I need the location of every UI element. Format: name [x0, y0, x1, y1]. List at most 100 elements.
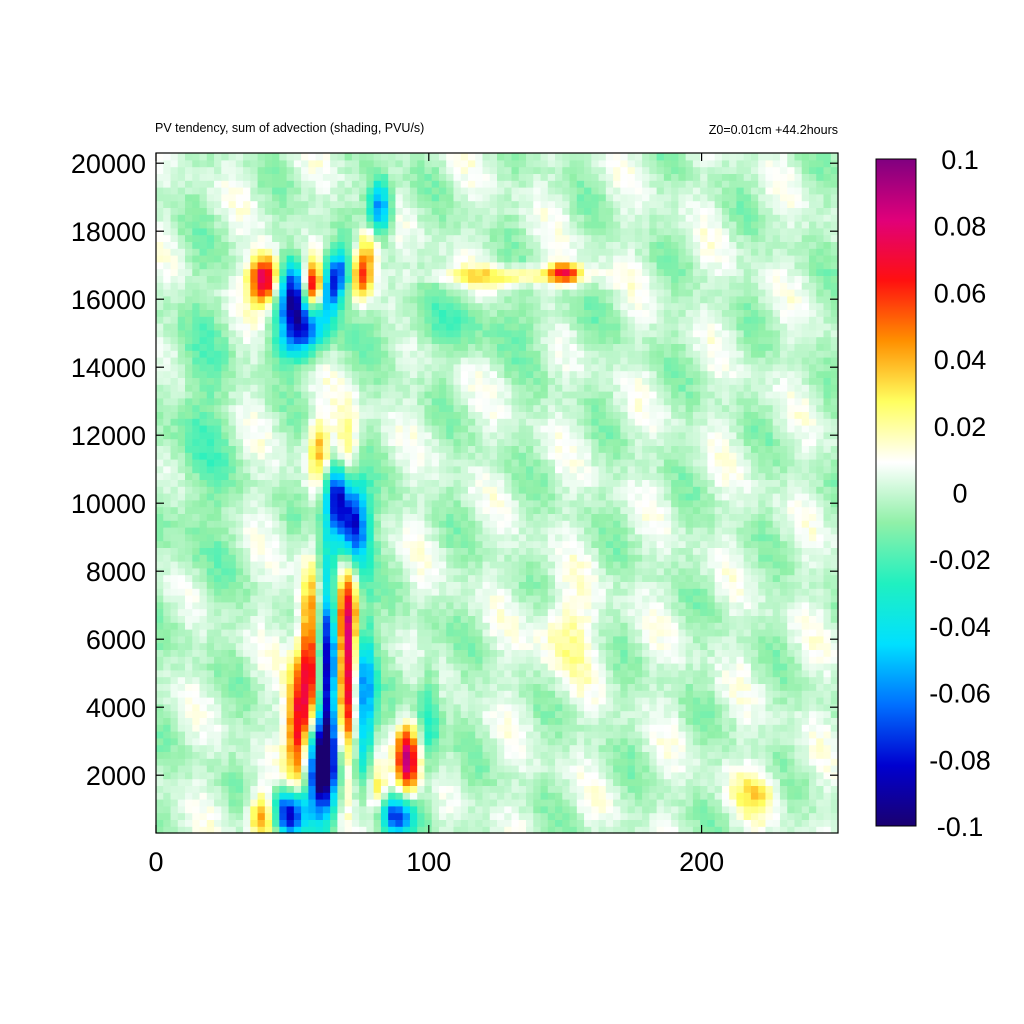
heatmap-cell	[533, 533, 542, 542]
heatmap-cell	[373, 486, 382, 494]
heatmap-cell	[504, 751, 513, 759]
heatmap-cell	[446, 697, 455, 705]
heatmap-cell	[344, 697, 353, 705]
heatmap-cell	[714, 520, 723, 528]
heatmap-cell	[511, 554, 520, 562]
heatmap-cell	[402, 799, 411, 807]
heatmap-cell	[634, 778, 643, 786]
heatmap-cell	[591, 771, 600, 780]
heatmap-cell	[787, 506, 796, 514]
heatmap-cell	[214, 615, 222, 623]
heatmap-cell	[438, 805, 447, 814]
heatmap-cell	[279, 547, 288, 555]
heatmap-cell	[685, 758, 694, 766]
heatmap-cell	[221, 812, 230, 820]
heatmap-cell	[685, 554, 694, 562]
heatmap-cell	[438, 812, 447, 820]
heatmap-cell	[743, 540, 752, 548]
heatmap-cell	[613, 765, 621, 773]
heatmap-cell	[692, 574, 701, 582]
heatmap-cell	[301, 724, 309, 732]
heatmap-cell	[642, 717, 650, 725]
heatmap-cell	[671, 554, 679, 562]
heatmap-cell	[787, 683, 796, 691]
heatmap-cell	[497, 506, 505, 514]
heatmap-cell	[729, 472, 738, 480]
heatmap-cell	[228, 663, 237, 671]
heatmap-cell	[816, 737, 825, 746]
heatmap-cell	[511, 561, 520, 569]
heatmap-cell	[446, 771, 455, 780]
heatmap-cell	[504, 554, 513, 562]
heatmap-cell	[301, 778, 309, 786]
heatmap-cell	[221, 656, 230, 664]
heatmap-cell	[460, 799, 469, 807]
heatmap-cell	[417, 499, 426, 508]
heatmap-cell	[547, 697, 556, 705]
heatmap-cell	[417, 622, 426, 630]
heatmap-cell	[598, 731, 607, 739]
heatmap-cell	[163, 567, 172, 576]
heatmap-cell	[359, 472, 368, 480]
heatmap-cell	[250, 812, 259, 820]
heatmap-cell	[772, 703, 781, 712]
heatmap-cell	[533, 608, 542, 616]
heatmap-cell	[700, 601, 709, 610]
heatmap-cell	[467, 812, 476, 820]
heatmap-cell	[257, 479, 266, 487]
heatmap-cell	[489, 744, 498, 752]
heatmap-cell	[678, 805, 687, 814]
heatmap-cell	[598, 724, 607, 732]
heatmap-cell	[562, 540, 571, 548]
heatmap-cell	[373, 622, 382, 630]
heatmap-cell	[634, 642, 643, 650]
heatmap-cell	[250, 690, 259, 698]
heatmap-cell	[823, 724, 832, 732]
heatmap-cell	[555, 595, 563, 603]
heatmap-cell	[351, 792, 360, 800]
heatmap-cell	[779, 506, 788, 514]
heatmap-cell	[634, 710, 643, 718]
heatmap-cell	[438, 683, 447, 691]
heatmap-cell	[707, 513, 716, 521]
heatmap-cell	[518, 812, 527, 820]
heatmap-cell	[656, 792, 665, 800]
heatmap-cell	[308, 540, 317, 548]
heatmap-cell	[808, 561, 817, 569]
heatmap-cell	[467, 669, 476, 678]
heatmap-cell	[714, 629, 723, 637]
heatmap-cell	[417, 629, 426, 637]
heatmap-cell	[228, 601, 237, 610]
heatmap-cell	[344, 703, 353, 712]
heatmap-cell	[526, 771, 534, 780]
heatmap-cell	[787, 744, 796, 752]
heatmap-cell	[808, 513, 817, 521]
heatmap-cell	[591, 615, 600, 623]
heatmap-cell	[504, 649, 513, 657]
heatmap-cell	[257, 805, 266, 814]
heatmap-cell	[700, 703, 709, 712]
heatmap-cell	[808, 635, 817, 644]
heatmap-cell	[467, 608, 476, 616]
heatmap-cell	[591, 731, 600, 739]
heatmap-cell	[642, 581, 650, 589]
heatmap-cell	[214, 758, 222, 766]
heatmap-cell	[192, 595, 201, 603]
heatmap-cell	[373, 540, 382, 548]
heatmap-cell	[547, 758, 556, 766]
heatmap-cell	[409, 567, 418, 576]
heatmap-cell	[177, 799, 186, 807]
heatmap-cell	[301, 513, 309, 521]
heatmap-cell	[540, 771, 549, 780]
heatmap-cell	[562, 608, 571, 616]
heatmap-cell	[656, 642, 665, 650]
heatmap-cell	[547, 649, 556, 657]
heatmap-cell	[779, 771, 788, 780]
heatmap-cell	[765, 683, 774, 691]
heatmap-cell	[467, 493, 476, 501]
heatmap-cell	[467, 819, 476, 827]
heatmap-cell	[482, 717, 491, 725]
heatmap-cell	[555, 656, 563, 664]
heatmap-cell	[264, 615, 273, 623]
heatmap-cell	[533, 758, 542, 766]
